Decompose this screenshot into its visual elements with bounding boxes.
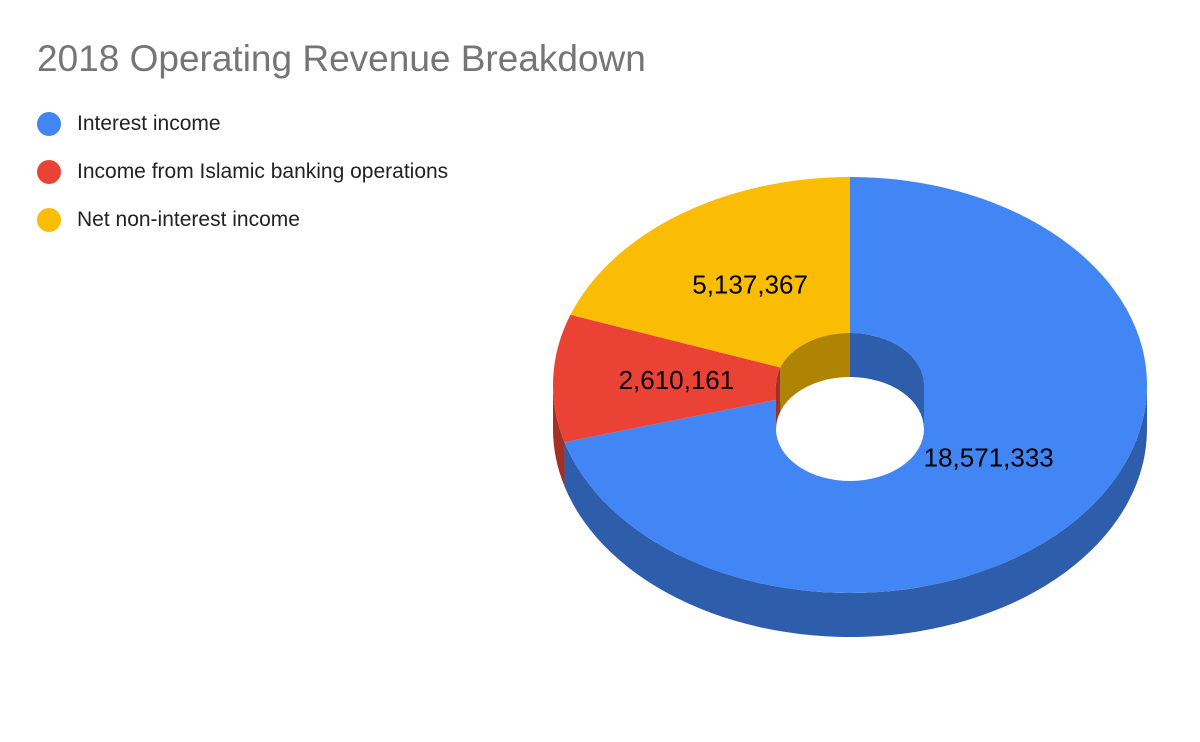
- legend: Interest income Income from Islamic bank…: [37, 110, 448, 254]
- legend-swatch-icon: [37, 160, 61, 184]
- slice-inner-wall-net-non-interest-income: [780, 333, 850, 412]
- legend-label: Net non-interest income: [77, 208, 300, 231]
- data-label-income-from-islamic-banking-operations: 2,610,161: [619, 365, 735, 395]
- chart-title: 2018 Operating Revenue Breakdown: [37, 38, 646, 79]
- slice-inner-wall-income-from-islamic-banking-operations: [776, 367, 781, 429]
- legend-swatch-icon: [37, 208, 61, 232]
- legend-item-interest-income[interactable]: Interest income: [37, 110, 448, 138]
- data-label-net-non-interest-income: 5,137,367: [692, 270, 808, 300]
- slice-net-non-interest-income[interactable]: [570, 177, 850, 368]
- legend-label: Interest income: [77, 112, 221, 135]
- donut-hole: [776, 377, 924, 481]
- legend-label: Income from Islamic banking operations: [77, 160, 449, 183]
- slice-income-from-islamic-banking-operations[interactable]: [553, 314, 781, 443]
- donut-sides: [553, 385, 1147, 637]
- slice-side-income-from-islamic-banking-operations: [553, 385, 565, 487]
- legend-item-islamic-banking[interactable]: Income from Islamic banking operations: [37, 158, 448, 186]
- data-label-interest-income: 18,571,333: [924, 442, 1054, 472]
- legend-swatch-icon: [37, 112, 61, 136]
- donut-labels: 18,571,333 2,610,161 5,137,367: [619, 270, 1054, 473]
- slice-side-interest-income: [564, 385, 1147, 637]
- slice-interest-income[interactable]: [564, 176, 1148, 593]
- slice-inner-wall-interest-income: [850, 333, 924, 429]
- legend-item-net-non-interest[interactable]: Net non-interest income: [37, 206, 448, 234]
- donut-top: [553, 176, 1148, 593]
